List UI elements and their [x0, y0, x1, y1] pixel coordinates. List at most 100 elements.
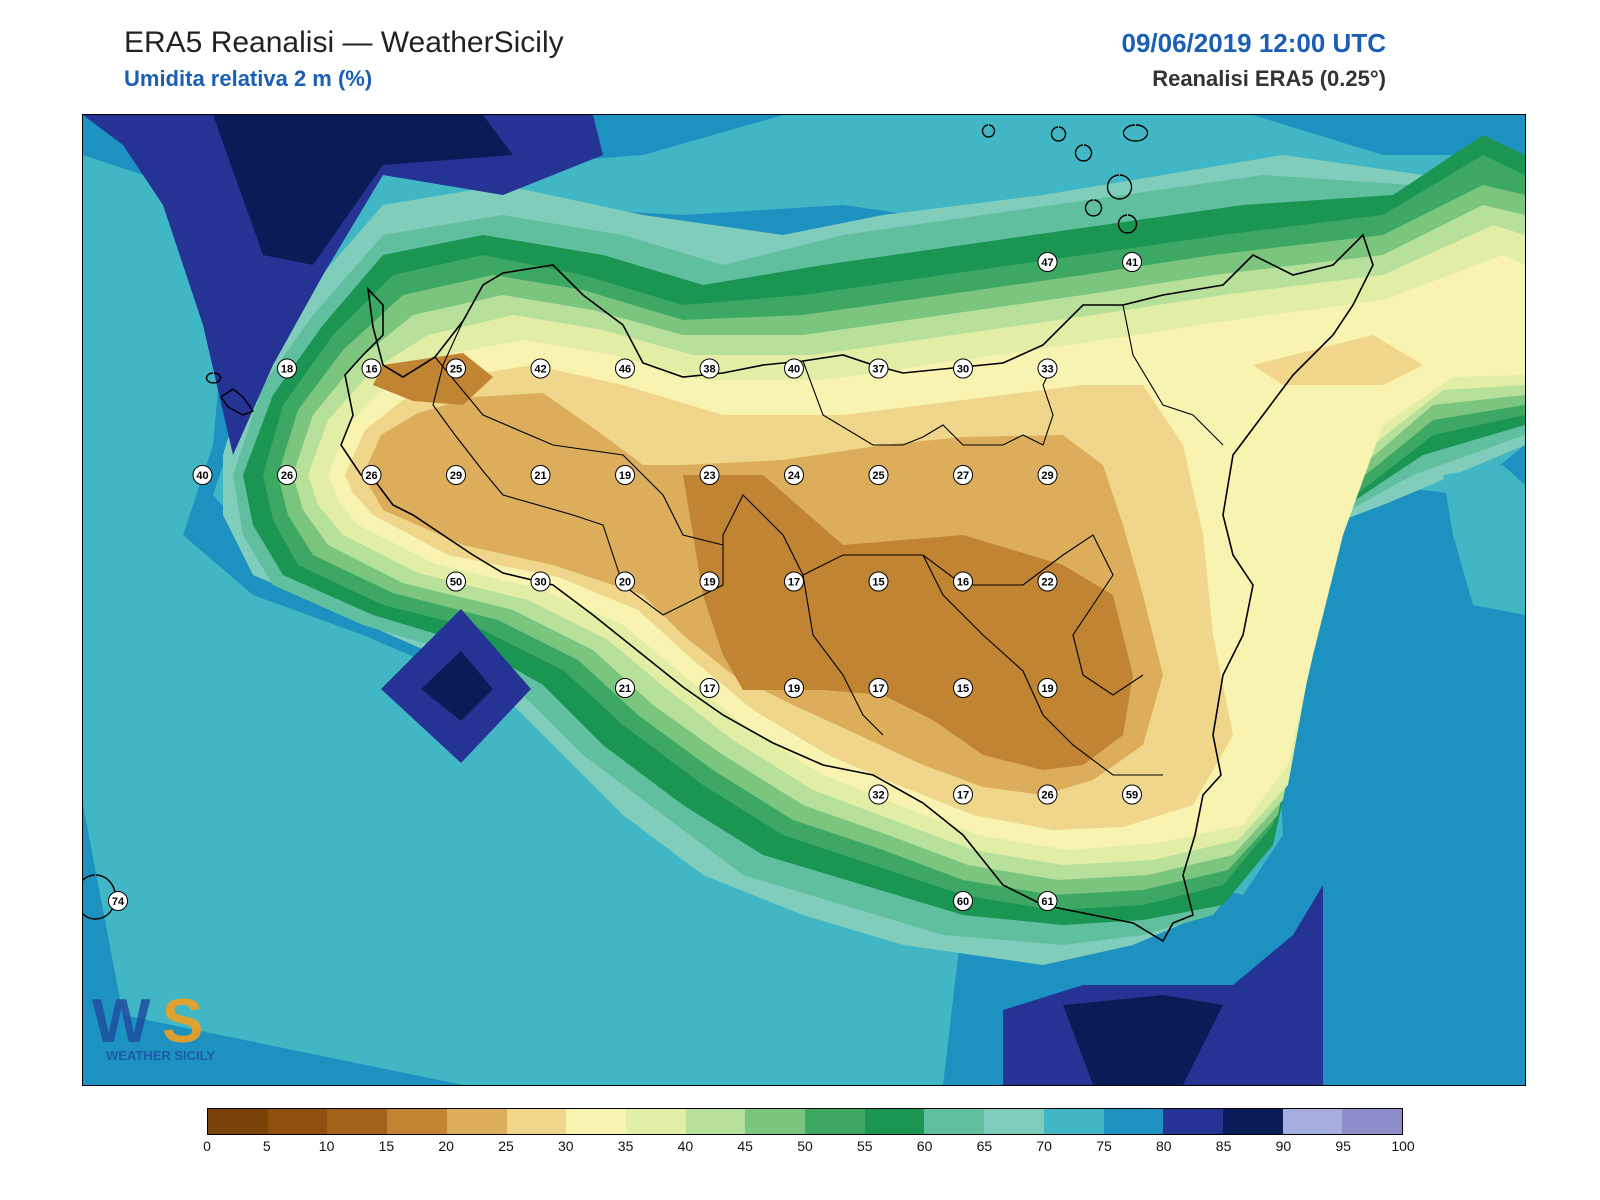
- station-circle: [615, 465, 635, 485]
- station-marker: 30: [953, 358, 973, 379]
- station-value: 38: [703, 364, 715, 376]
- colorbar-tick-label: 55: [857, 1138, 873, 1154]
- station-marker: 30: [530, 571, 551, 592]
- station-value: 21: [534, 470, 546, 482]
- station-circle: [784, 465, 804, 485]
- station-value: 29: [450, 470, 462, 482]
- station-value: 19: [1041, 683, 1053, 695]
- station-circle: [699, 358, 720, 379]
- station-circle: [530, 358, 551, 379]
- contour-75-east: [1443, 465, 1525, 615]
- station-circle: [1122, 252, 1142, 272]
- colorbar-tick-label: 0: [203, 1138, 211, 1154]
- colorbar-segment: [625, 1109, 686, 1134]
- colorbar-tick-label: 10: [318, 1138, 335, 1154]
- station-marker: 47: [1037, 252, 1058, 272]
- station-circle: [1037, 678, 1058, 698]
- contour-90-se: [1063, 995, 1223, 1085]
- station-marker: 25: [446, 358, 466, 379]
- station-circle: [868, 571, 889, 592]
- station-circle: [615, 678, 635, 698]
- datetime-label: 09/06/2019 12:00 UTC: [1121, 28, 1386, 58]
- colorbar-tick-label: 95: [1335, 1138, 1351, 1154]
- station-marker: 19: [615, 465, 635, 485]
- station-marker: 61: [1037, 891, 1058, 911]
- contour-70-sw: [361, 785, 393, 817]
- station-circle: [699, 465, 720, 485]
- svg-text:S: S: [162, 987, 203, 1056]
- station-circle: [1037, 465, 1058, 485]
- colorbar-tick-label: 25: [498, 1138, 514, 1154]
- pantelleria-island: [83, 874, 117, 920]
- station-marker: 46: [615, 358, 635, 379]
- colorbar-segment: [208, 1109, 268, 1134]
- station-marker: 26: [277, 465, 297, 485]
- colorbar-segment: [327, 1109, 388, 1134]
- station-value: 41: [1126, 257, 1138, 269]
- colorbar-segment: [506, 1109, 567, 1134]
- station-value: 40: [788, 364, 800, 376]
- colorbar-tick-label: 90: [1275, 1138, 1292, 1154]
- colorbar-segment: [1222, 1109, 1283, 1134]
- station-value: 60: [957, 896, 969, 908]
- station-value: 15: [957, 683, 969, 695]
- station-value: 30: [957, 364, 969, 376]
- station-value: 26: [365, 470, 377, 482]
- station-value: 20: [619, 577, 631, 589]
- station-marker: 59: [1122, 784, 1142, 805]
- colorbar-tick-label: 85: [1215, 1138, 1232, 1154]
- station-marker: 19: [699, 571, 720, 592]
- station-value: 17: [957, 790, 969, 802]
- svg-text:W: W: [92, 987, 151, 1056]
- station-value: 29: [1041, 470, 1053, 482]
- contour-85-nw: [83, 115, 603, 455]
- station-circle: [530, 465, 551, 485]
- station-marker: 17: [953, 784, 973, 805]
- station-marker: 17: [699, 678, 720, 698]
- colorbar-tick-label: 50: [797, 1138, 813, 1154]
- station-value: 37: [872, 364, 884, 376]
- station-value: 32: [872, 790, 884, 802]
- station-value: 27: [957, 470, 969, 482]
- chart-title: ERA5 Reanalisi — WeatherSicily: [124, 26, 564, 59]
- station-marker: 17: [868, 678, 889, 698]
- colorbar-segment: [984, 1109, 1044, 1134]
- station-value: 47: [1041, 257, 1053, 269]
- colorbar-segment: [685, 1109, 746, 1134]
- colorbar-tick-label: 20: [438, 1138, 454, 1154]
- station-marker: 15: [868, 571, 889, 592]
- station-marker: 74: [108, 891, 128, 911]
- station-marker: 50: [446, 571, 466, 592]
- station-value: 33: [1041, 364, 1053, 376]
- colorbar-tick-label: 40: [677, 1138, 694, 1154]
- station-value: 42: [534, 364, 546, 376]
- station-marker: 15: [953, 678, 973, 698]
- colorbar-segment: [1103, 1109, 1164, 1134]
- station-circle: [1122, 784, 1142, 805]
- colorbar: [207, 1108, 1403, 1135]
- colorbar-tick-label: 30: [558, 1138, 574, 1154]
- colorbar-segment: [446, 1109, 507, 1134]
- colorbar-tick-label: 35: [617, 1138, 634, 1154]
- station-marker: 29: [1037, 465, 1058, 485]
- station-marker: 21: [530, 465, 551, 485]
- station-value: 25: [872, 470, 884, 482]
- station-marker: 26: [1037, 784, 1058, 805]
- egadi-islands: [205, 372, 255, 416]
- station-value: 26: [1041, 790, 1053, 802]
- station-value: 46: [619, 364, 631, 376]
- source-label: Reanalisi ERA5 (0.25°): [1152, 66, 1386, 91]
- station-circle: [277, 465, 297, 485]
- map-area[interactable]: 18 16 25 42 46 38 40 37 30 33 47 41 40 26 26 29 21 19 23 24…: [82, 114, 1526, 1086]
- colorbar-segment: [267, 1109, 328, 1134]
- colorbar-tick-label: 75: [1096, 1138, 1112, 1154]
- station-marker: 22: [1037, 571, 1058, 592]
- colorbar-segment: [1163, 1109, 1223, 1134]
- station-value: 25: [450, 364, 462, 376]
- station-value: 17: [703, 683, 715, 695]
- station-value: 30: [534, 577, 546, 589]
- station-circle: [1037, 571, 1058, 592]
- colorbar-segment: [745, 1109, 806, 1134]
- station-value: 19: [703, 577, 715, 589]
- station-marker: 20: [615, 571, 635, 592]
